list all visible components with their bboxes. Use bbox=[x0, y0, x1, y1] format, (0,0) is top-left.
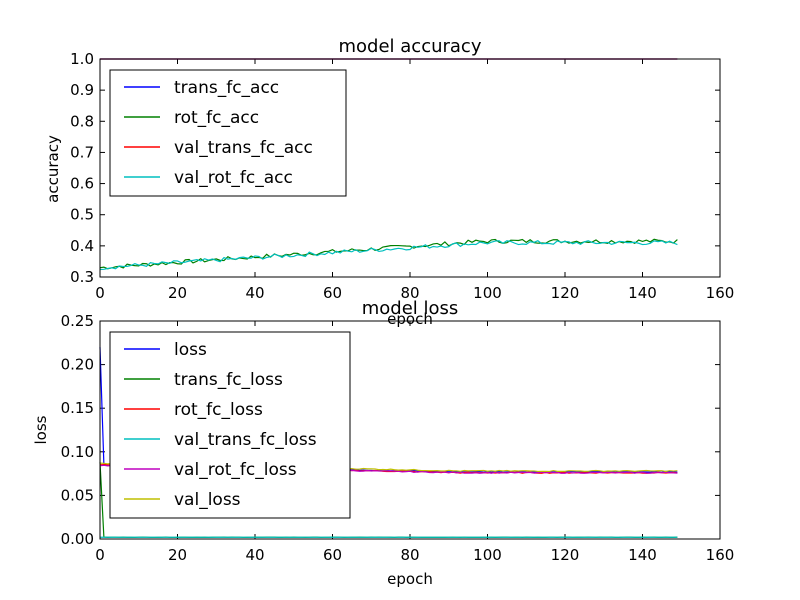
loss-plot-frame bbox=[99, 320, 721, 540]
loss-title: model loss bbox=[362, 298, 459, 319]
x-tick-label: 40 bbox=[245, 546, 264, 564]
y-tick-label: 0.8 bbox=[70, 112, 94, 130]
accuracy-plot: model accuracy accuracy epoch 0 20 40 60 80 1… bbox=[44, 36, 734, 328]
legend-label: loss bbox=[174, 340, 207, 360]
y-tick-label: 0.10 bbox=[61, 443, 94, 461]
accuracy-title: model accuracy bbox=[339, 36, 482, 57]
loss-xlabel: epoch bbox=[387, 570, 433, 588]
legend-label: val_trans_fc_acc bbox=[174, 138, 313, 158]
x-tick-label: 20 bbox=[168, 546, 187, 564]
legend-box bbox=[109, 69, 347, 197]
series-line-rot_fc_acc bbox=[99, 238, 678, 270]
accuracy-legend: trans_fc_acc rot_fc_acc val_trans_fc_accva… bbox=[109, 69, 347, 197]
x-tick-label: 60 bbox=[323, 546, 342, 564]
y-tick-label: 0.25 bbox=[61, 312, 94, 330]
x-tick-label: 40 bbox=[245, 284, 264, 302]
legend-box bbox=[109, 331, 351, 519]
y-tick-label: 0.7 bbox=[70, 143, 94, 161]
x-tick-label: 120 bbox=[551, 284, 580, 302]
y-tick-label: 0.00 bbox=[61, 530, 94, 548]
y-tick-label: 0.20 bbox=[61, 356, 94, 374]
legend-label: trans_fc_acc bbox=[174, 78, 279, 98]
x-tick-label: 100 bbox=[473, 284, 502, 302]
x-tick-label: 80 bbox=[400, 546, 419, 564]
x-tick-label: 160 bbox=[706, 284, 735, 302]
legend-label: rot_fc_acc bbox=[174, 108, 259, 128]
x-tick-label: 120 bbox=[551, 546, 580, 564]
legend-label: trans_fc_loss bbox=[174, 370, 283, 390]
x-tick-label: 60 bbox=[323, 284, 342, 302]
y-tick-label: 0.6 bbox=[70, 175, 94, 193]
x-tick-label: 160 bbox=[706, 546, 735, 564]
y-tick-label: 0.05 bbox=[61, 486, 94, 504]
legend-label: val_trans_fc_loss bbox=[174, 430, 317, 450]
y-tick-label: 0.3 bbox=[70, 268, 94, 286]
x-tick-label: 0 bbox=[95, 284, 105, 302]
accuracy-plot-frame bbox=[99, 58, 721, 278]
x-tick-label: 100 bbox=[473, 546, 502, 564]
x-tick-label: 20 bbox=[168, 284, 187, 302]
accuracy-xlabel: epoch bbox=[387, 310, 433, 328]
y-tick-label: 0.15 bbox=[61, 399, 94, 417]
y-tick-label: 0.5 bbox=[70, 206, 94, 224]
series-line-val_rot_fc_acc bbox=[99, 240, 678, 271]
x-tick-label: 0 bbox=[95, 546, 105, 564]
legend-label: val_rot_fc_acc bbox=[174, 168, 293, 188]
y-tick-label: 1.0 bbox=[70, 50, 94, 68]
legend-label: val_rot_fc_loss bbox=[174, 460, 297, 480]
loss-legend: loss trans_fc_loss rot_fc_loss val_trans_fc… bbox=[109, 331, 351, 519]
legend-label: val_loss bbox=[174, 490, 241, 510]
x-tick-label: 80 bbox=[400, 284, 419, 302]
legend-label: rot_fc_loss bbox=[174, 400, 263, 420]
loss-ylabel: loss bbox=[32, 415, 50, 444]
x-tick-label: 140 bbox=[628, 284, 657, 302]
y-tick-label: 0.9 bbox=[70, 81, 94, 99]
loss-plot: model loss loss epoch 0 20 40 60 80 100 120 140… bbox=[32, 298, 734, 588]
accuracy-ylabel: accuracy bbox=[44, 135, 62, 203]
x-tick-label: 140 bbox=[628, 546, 657, 564]
y-tick-label: 0.4 bbox=[70, 237, 94, 255]
